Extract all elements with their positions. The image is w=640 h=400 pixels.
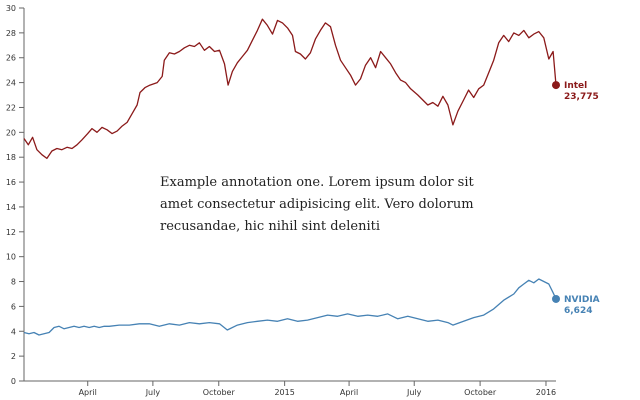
x-tick-label: 2016: [536, 388, 556, 397]
x-tick-label: 2015: [274, 388, 294, 397]
y-tick-label: 20: [6, 128, 16, 137]
y-tick-label: 22: [6, 103, 16, 112]
x-tick-label: October: [464, 388, 497, 397]
y-tick-label: 18: [6, 153, 16, 162]
series-name-nvidia: NVIDIA: [564, 295, 600, 305]
y-tick-label: 6: [11, 302, 16, 311]
y-tick-label: 26: [6, 54, 16, 63]
y-tick-label: 16: [6, 178, 16, 187]
series-endpoint-nvidia: [552, 294, 560, 303]
x-axis: April July October 2015 April July October 2016: [24, 380, 556, 397]
y-tick-label: 12: [6, 228, 16, 237]
x-tick-label: April: [79, 388, 97, 397]
y-tick-label: 30: [6, 4, 16, 13]
x-tick-label: July: [406, 388, 422, 397]
x-tick-label: October: [203, 388, 236, 397]
y-tick-label: 28: [6, 29, 16, 38]
x-tick-label: April: [340, 388, 358, 397]
series-name-intel: Intel: [564, 81, 587, 91]
x-tick-label: July: [145, 388, 161, 397]
y-tick-label: 14: [6, 203, 16, 212]
series-line-nvidia: [23, 278, 557, 336]
y-tick-label: 2: [11, 352, 16, 361]
series-value-nvidia: 6,624: [564, 306, 592, 316]
series-value-intel: 23,775: [564, 92, 599, 102]
y-tick-label: 4: [11, 327, 16, 336]
annotation-text: Example annotation one. Lorem ipsum dolo…: [160, 175, 474, 234]
y-tick-label: 8: [11, 278, 16, 287]
series-line-intel: [23, 18, 557, 160]
y-tick-label: 24: [6, 79, 16, 88]
y-tick-label: 0: [11, 377, 16, 386]
y-tick-label: 10: [6, 253, 16, 262]
series-layer: [23, 18, 557, 336]
series-endpoint-intel: [552, 81, 560, 90]
